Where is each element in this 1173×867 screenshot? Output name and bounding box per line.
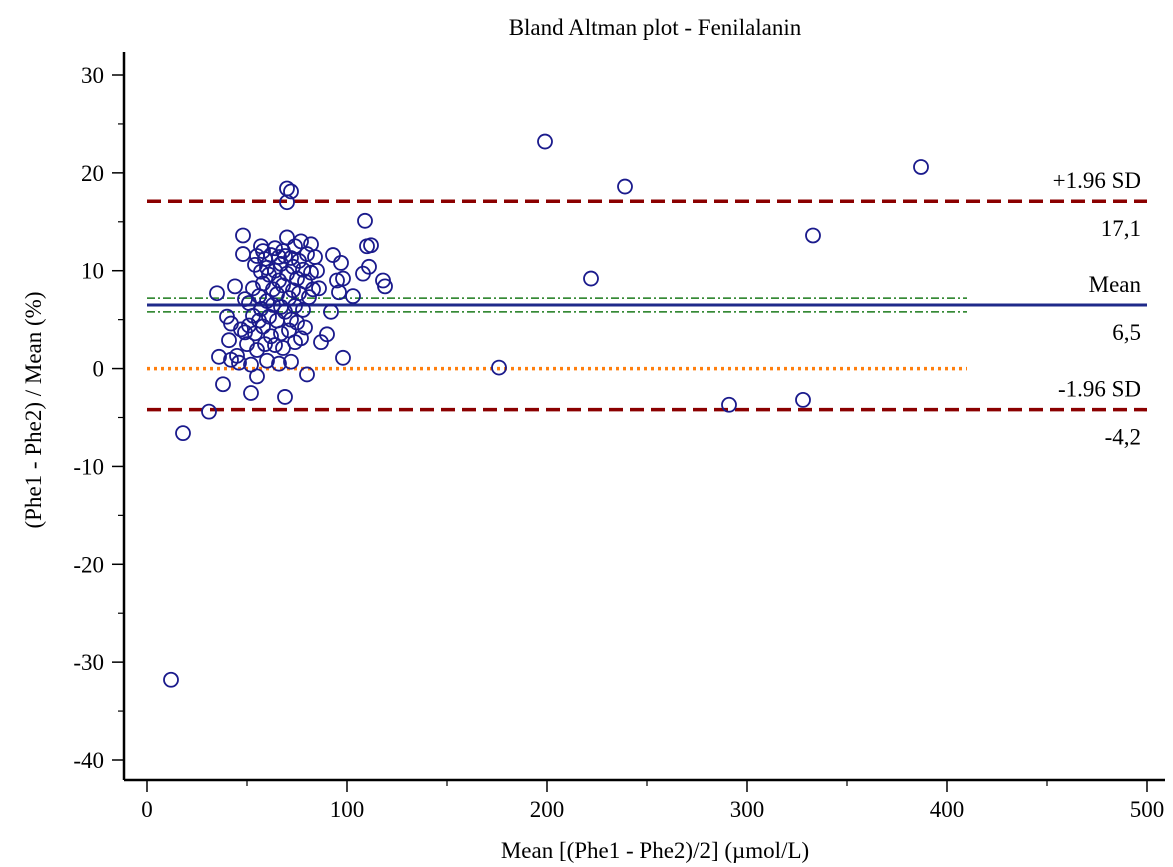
x-tick-label: 200: [530, 797, 565, 822]
y-tick-label: -10: [73, 454, 104, 479]
data-point: [277, 389, 293, 405]
data-point: [617, 178, 633, 195]
data-point: [293, 330, 309, 347]
data-point: [325, 247, 341, 263]
reference-line-labels: +1.96 SD 17,1 Mean 6,5 -1.96 SD -4,2: [1053, 168, 1142, 449]
y-tick-label: -20: [73, 552, 104, 577]
y-tick-label: -40: [73, 748, 104, 773]
x-axis-label: Mean [(Phe1 - Phe2)/2] (µmol/L): [501, 838, 809, 863]
data-point: [805, 227, 821, 244]
x-tick-label: 400: [930, 797, 965, 822]
data-point: [323, 303, 339, 320]
data-point: [215, 376, 231, 393]
data-point: [259, 352, 275, 369]
data-point: [307, 249, 323, 265]
y-tick-label: 0: [93, 357, 105, 382]
ref-label-mean: Mean: [1089, 272, 1142, 297]
data-point: [333, 254, 349, 271]
data-point: [361, 258, 377, 275]
data-point: [201, 403, 217, 420]
data-point: [279, 194, 295, 211]
data-point: [297, 319, 313, 336]
data-point: [283, 183, 299, 200]
data-point: [309, 262, 325, 279]
data-point: [235, 227, 251, 244]
data-point: [295, 301, 311, 318]
reference-lines: [147, 199, 1147, 412]
data-point: [265, 297, 281, 313]
data-point: [583, 270, 599, 287]
data-point: [345, 288, 361, 305]
data-point: [305, 281, 321, 298]
data-point: [279, 229, 295, 246]
x-tick-label: 300: [730, 797, 765, 822]
x-tick-label: 100: [330, 797, 365, 822]
chart-title: Bland Altman plot - Fenilalanin: [509, 15, 802, 40]
data-point: [311, 280, 327, 297]
data-point: [211, 348, 227, 365]
y-tick-label: 20: [81, 161, 104, 186]
data-point: [235, 246, 251, 262]
data-point: [377, 278, 393, 295]
x-tick-label: 500: [1130, 797, 1165, 822]
ref-label-upper-loa: +1.96 SD: [1053, 168, 1141, 193]
data-point: [721, 396, 737, 413]
data-points: [163, 133, 929, 688]
data-point: [255, 243, 271, 260]
data-point: [249, 342, 265, 358]
data-point: [335, 270, 351, 287]
ref-value-lower-loa: -4,2: [1105, 425, 1141, 450]
ref-label-lower-loa: -1.96 SD: [1058, 377, 1141, 402]
data-point: [301, 289, 317, 306]
data-point: [267, 240, 283, 257]
x-tick-label: 0: [141, 797, 153, 822]
y-tick-label: -30: [73, 650, 104, 675]
data-point: [243, 385, 259, 401]
ref-value-upper-loa: 17,1: [1101, 216, 1141, 241]
data-point: [363, 237, 379, 254]
data-point: [231, 354, 247, 371]
data-point: [221, 332, 237, 349]
data-point: [491, 359, 507, 376]
axes: [122, 52, 1165, 782]
y-tick-label: 30: [81, 63, 104, 88]
data-point: [227, 278, 243, 295]
data-point: [249, 368, 265, 385]
data-point: [175, 425, 191, 442]
data-point: [209, 285, 225, 302]
data-point: [271, 355, 287, 372]
data-point: [229, 347, 245, 364]
data-point: [263, 328, 279, 345]
data-point: [795, 391, 811, 408]
data-point: [233, 321, 249, 338]
data-point: [319, 326, 335, 343]
data-point: [537, 133, 553, 150]
data-point: [289, 314, 305, 331]
data-point: [163, 671, 179, 688]
y-axis-label: (Phe1 - Phe2) / Mean (%): [21, 292, 46, 529]
data-point: [293, 233, 309, 250]
data-point: [357, 212, 373, 229]
data-point: [273, 325, 289, 342]
data-point: [283, 353, 299, 370]
y-tick-label: 10: [81, 259, 104, 284]
data-point: [299, 246, 315, 262]
data-point: [913, 159, 929, 175]
data-point: [299, 366, 315, 383]
data-point: [335, 349, 351, 366]
ref-value-mean: 6,5: [1112, 320, 1141, 345]
